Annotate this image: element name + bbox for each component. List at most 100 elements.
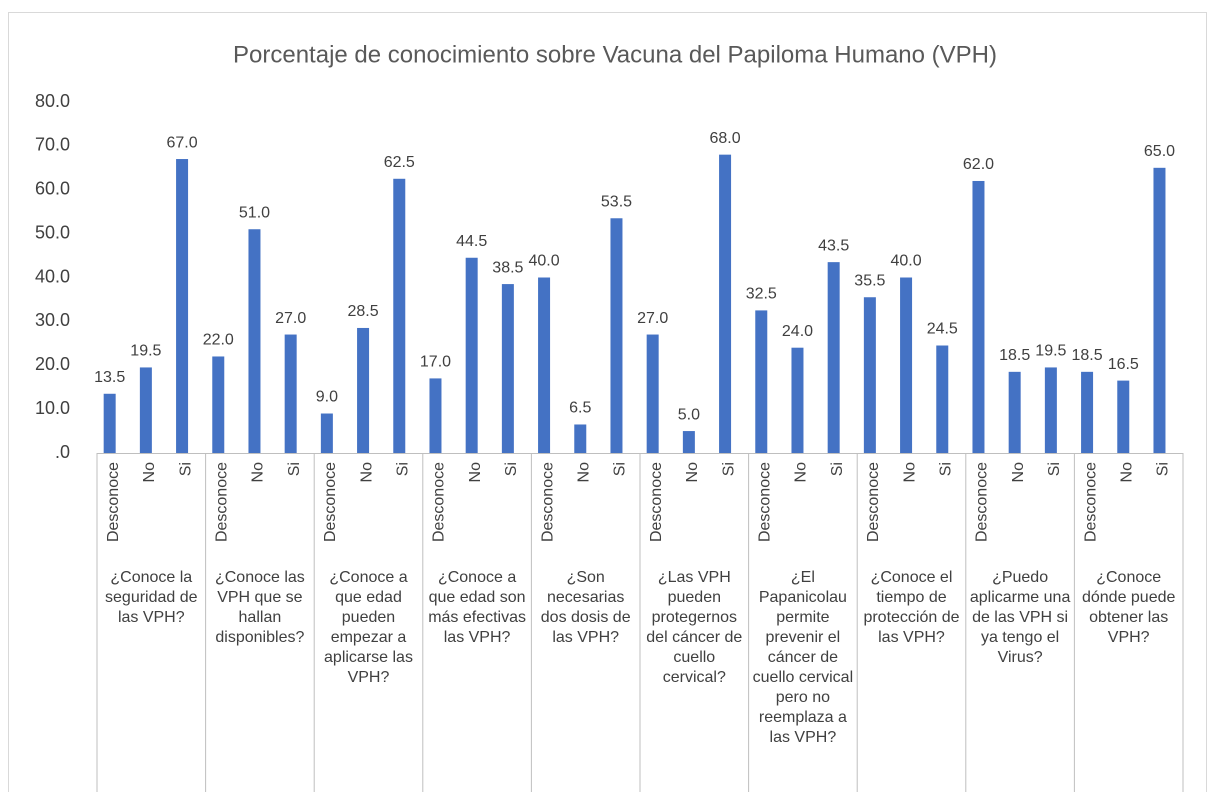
data-label: 35.5 <box>854 272 885 289</box>
x-tick-label: No <box>1118 462 1135 483</box>
bar <box>755 310 768 453</box>
x-tick-label: No <box>141 462 158 483</box>
data-label: 19.5 <box>130 343 161 360</box>
bar <box>357 327 370 453</box>
data-label: 38.5 <box>492 259 523 276</box>
data-label: 32.5 <box>746 286 777 303</box>
data-label: 24.5 <box>927 321 958 338</box>
data-label: 67.0 <box>166 134 197 151</box>
bar <box>1044 367 1057 453</box>
x-tick-label: Desconoce <box>213 462 230 542</box>
x-tick-label: No <box>250 462 267 483</box>
x-tick-label: Desconoce <box>322 462 339 542</box>
x-tick-label: No <box>358 462 375 483</box>
bar <box>139 367 152 453</box>
y-tick-label: .0 <box>55 442 70 462</box>
x-tick-label: Si <box>720 462 737 476</box>
x-tick-label: Desconoce <box>756 462 773 542</box>
bar <box>863 297 876 453</box>
y-tick-label: 10.0 <box>35 398 70 418</box>
x-tick-label: No <box>793 462 810 483</box>
x-tick-label: Desconoce <box>105 462 122 542</box>
bar <box>574 424 587 453</box>
data-label: 43.5 <box>818 237 849 254</box>
bar <box>465 257 478 453</box>
bar <box>284 334 297 453</box>
bar <box>646 334 659 453</box>
y-tick-label: 70.0 <box>35 135 70 155</box>
data-label: 18.5 <box>999 347 1030 364</box>
group-label: ¿Conoce el tiempo de protección de las V… <box>863 569 960 646</box>
x-tick-label: No <box>901 462 918 483</box>
chart-title: Porcentaje de conocimiento sobre Vacuna … <box>233 41 997 68</box>
x-tick-label: No <box>575 462 592 483</box>
bar <box>1153 167 1166 453</box>
bar <box>429 378 442 453</box>
bar <box>248 229 261 453</box>
bar <box>538 277 551 453</box>
data-label: 53.5 <box>601 193 632 210</box>
group-label: ¿Conoce la seguridad de las VPH? <box>105 569 198 626</box>
y-tick-label: 80.0 <box>35 91 70 111</box>
group-label: ¿Conoce a que edad son más efectivas las… <box>428 569 526 646</box>
data-label: 65.0 <box>1144 143 1175 160</box>
data-label: 51.0 <box>239 204 270 221</box>
group-label: ¿Conoce dónde puede obtener las VPH? <box>1081 569 1176 646</box>
bar <box>393 178 406 453</box>
bar <box>320 413 333 453</box>
bar <box>176 159 189 453</box>
data-label: 19.5 <box>1035 343 1066 360</box>
x-tick-label: Desconoce <box>1082 462 1099 542</box>
y-tick-label: 60.0 <box>35 179 70 199</box>
group-label: ¿Conoce a que edad pueden empezar a apli… <box>324 569 413 686</box>
bar <box>501 284 514 453</box>
data-label: 27.0 <box>275 310 306 327</box>
bar <box>212 356 225 453</box>
bar <box>972 180 985 453</box>
bar <box>936 345 949 453</box>
x-tick-label: No <box>684 462 701 483</box>
x-tick-label: Si <box>503 462 520 476</box>
x-tick-label: Si <box>612 462 629 476</box>
y-tick-label: 50.0 <box>35 222 70 242</box>
x-tick-label: Si <box>1155 462 1172 476</box>
bar <box>791 347 804 453</box>
data-label: 27.0 <box>637 310 668 327</box>
x-tick-label: Si <box>937 462 954 476</box>
x-tick-label: Desconoce <box>539 462 556 542</box>
bar <box>103 393 116 453</box>
group-label: ¿Puedo aplicarme una de las VPH si ya te… <box>969 569 1071 666</box>
data-label: 13.5 <box>94 369 125 386</box>
data-label: 68.0 <box>709 130 740 147</box>
data-label: 44.5 <box>456 233 487 250</box>
y-tick-label: 40.0 <box>35 266 70 286</box>
x-tick-label: Si <box>829 462 846 476</box>
data-label: 24.0 <box>782 323 813 340</box>
chart-border <box>8 12 1207 792</box>
data-label: 40.0 <box>890 253 921 270</box>
x-tick-label: Si <box>394 462 411 476</box>
data-label: 18.5 <box>1071 347 1102 364</box>
bar <box>1081 371 1094 453</box>
x-tick-label: Si <box>1046 462 1063 476</box>
bar <box>1117 380 1130 453</box>
group-label: ¿Conoce las VPH que se hallan disponible… <box>214 569 305 646</box>
bar <box>1008 371 1021 453</box>
bar <box>900 277 913 453</box>
bar <box>610 218 623 453</box>
x-tick-label: Desconoce <box>974 462 991 542</box>
x-tick-label: No <box>467 462 484 483</box>
data-label: 28.5 <box>347 303 378 320</box>
data-label: 22.0 <box>203 332 234 349</box>
group-label: ¿Las VPH pueden protegernos del cáncer d… <box>646 569 743 686</box>
data-label: 5.0 <box>678 406 700 423</box>
data-label: 16.5 <box>1108 356 1139 373</box>
bar <box>682 431 695 453</box>
group-label: ¿El Papanicolau permite prevenir el cánc… <box>752 569 854 746</box>
data-label: 9.0 <box>316 389 338 406</box>
y-tick-label: 20.0 <box>35 354 70 374</box>
x-tick-label: Desconoce <box>431 462 448 542</box>
x-tick-label: No <box>1010 462 1027 483</box>
bar <box>719 154 732 453</box>
